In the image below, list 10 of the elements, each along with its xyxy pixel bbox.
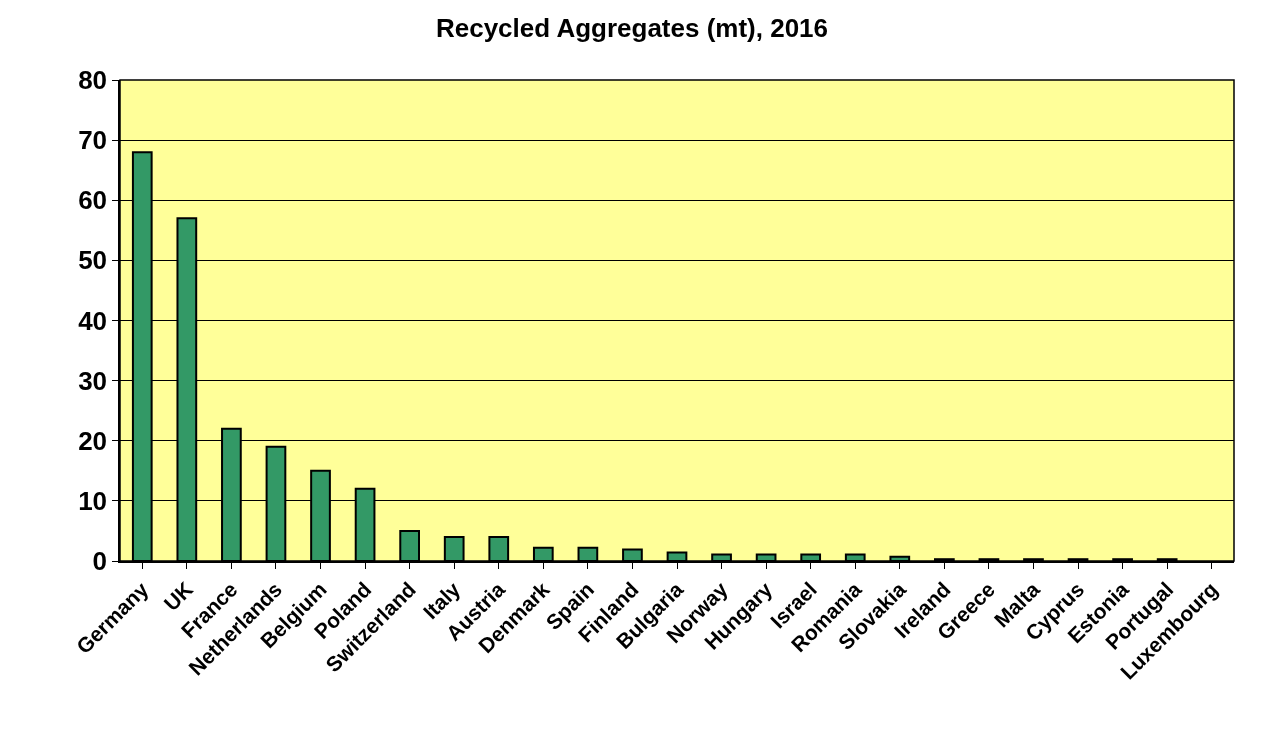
y-tick-label: 10 — [78, 485, 108, 516]
y-tick-label: 80 — [78, 65, 108, 96]
y-tick-label: 30 — [78, 365, 108, 396]
y-tick-label: 70 — [78, 125, 108, 156]
y-tick-label: 0 — [92, 546, 108, 577]
y-tick-label: 40 — [78, 305, 108, 336]
chart-title: Recycled Aggregates (mt), 2016 — [435, 12, 829, 43]
y-tick-label: 60 — [78, 185, 108, 216]
y-tick-label: 50 — [78, 245, 108, 276]
y-tick-label: 20 — [78, 425, 108, 456]
